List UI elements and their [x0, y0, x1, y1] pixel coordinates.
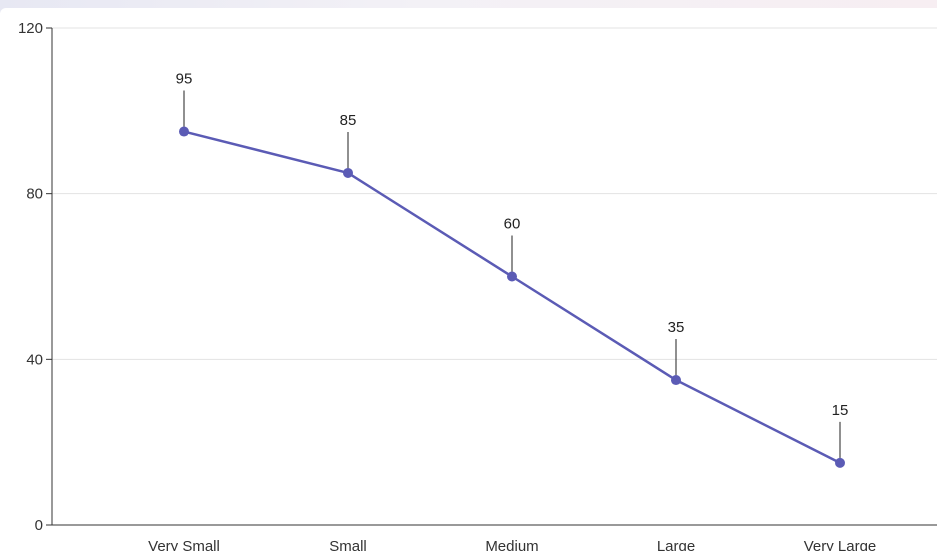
data-label: 95: [176, 71, 193, 88]
x-tick-label: Very Large: [804, 538, 877, 551]
chart-panel: [0, 8, 937, 551]
x-tick-labels: Very Small Small Medium Large Very Large: [148, 538, 876, 551]
data-label-leaders: [183, 90, 841, 463]
data-point: [507, 271, 517, 282]
data-label: 35: [668, 319, 685, 336]
y-tick-label: 120: [18, 20, 43, 37]
y-tick-label: 40: [26, 351, 43, 368]
y-tick-labels: 0 40 80 120: [18, 20, 52, 534]
x-tick-label: Small: [329, 538, 367, 551]
data-point: [671, 375, 681, 386]
series-line: [183, 130, 841, 464]
data-labels: 95 85 60 35 15: [176, 71, 849, 419]
data-label: 85: [340, 112, 357, 129]
data-point: [179, 126, 189, 137]
series-polyline: [183, 130, 841, 464]
data-point: [343, 167, 353, 178]
y-tick-label: 0: [35, 517, 43, 534]
data-label: 15: [832, 402, 849, 419]
grid-lines: [52, 27, 937, 360]
data-point: [835, 457, 845, 468]
y-tick-label: 80: [26, 186, 43, 203]
axes: [51, 28, 937, 526]
x-tick-label: Medium: [485, 538, 538, 551]
data-points: [179, 126, 845, 468]
x-tick-label: Very Small: [148, 538, 220, 551]
data-label: 60: [504, 216, 521, 233]
x-tick-label: Large: [657, 538, 695, 551]
